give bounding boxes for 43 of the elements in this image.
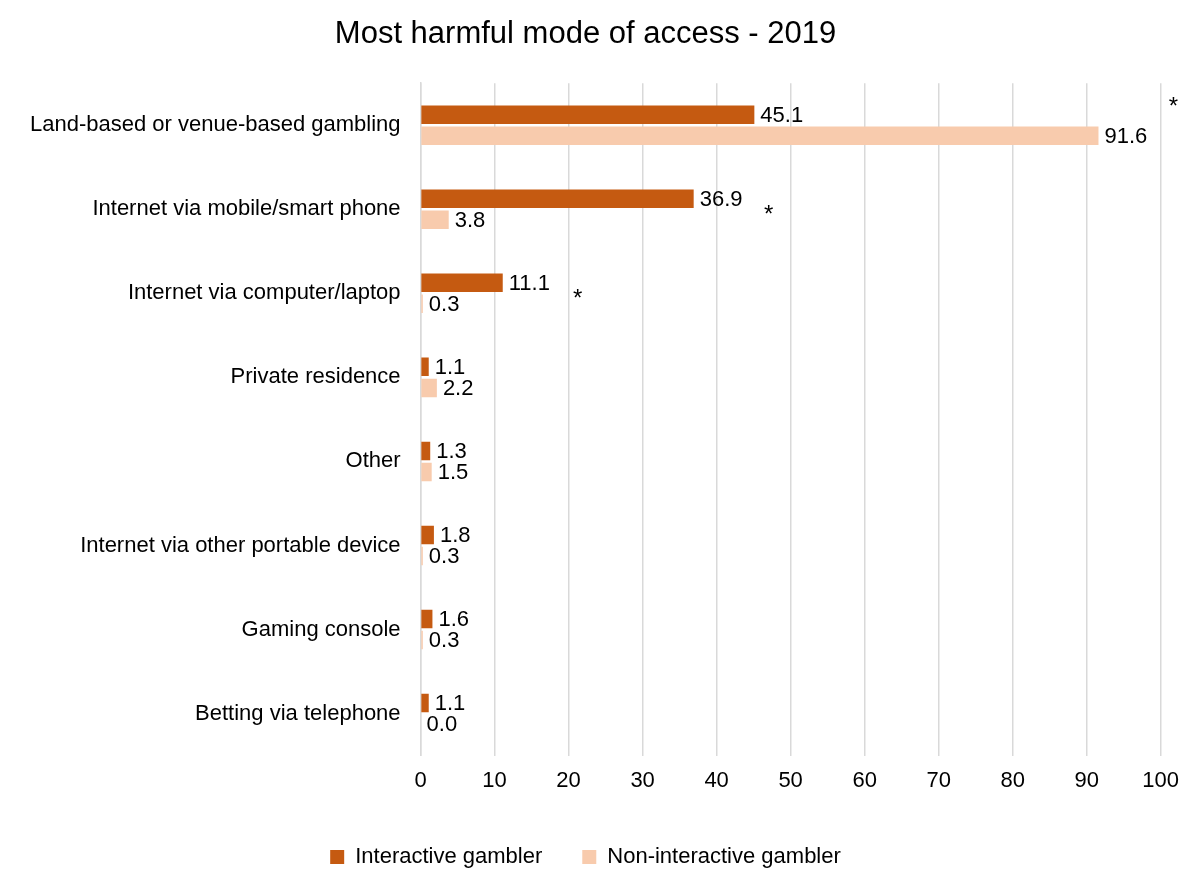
- bar: [421, 357, 429, 377]
- annotation: *: [573, 283, 583, 311]
- y-tick-label: Internet via other portable device: [80, 531, 401, 557]
- bar: [421, 462, 432, 482]
- data-label: 45.1: [760, 101, 804, 127]
- bar: [421, 441, 431, 461]
- annotation: *: [764, 199, 774, 227]
- x-tick-label: 40: [704, 766, 729, 792]
- data-label: 3.8: [454, 206, 486, 232]
- bar: [421, 378, 437, 398]
- legend-label: Non-interactive gambler: [607, 843, 841, 869]
- bar: [421, 273, 503, 293]
- x-tick-label: 70: [926, 766, 951, 792]
- y-tick-label: Internet via mobile/smart phone: [92, 195, 401, 221]
- x-tick-label: 100: [1142, 766, 1180, 792]
- bar: [421, 189, 694, 209]
- x-tick-label: 90: [1074, 766, 1099, 792]
- bar: [421, 609, 433, 629]
- data-label: 11.1: [508, 269, 550, 295]
- data-label: 36.9: [699, 185, 743, 211]
- y-tick-label: Land-based or venue-based gambling: [29, 111, 401, 137]
- bar: [421, 105, 755, 124]
- y-tick-label: Gaming console: [241, 615, 401, 641]
- bar: [421, 525, 434, 545]
- y-tick-label: Other: [345, 447, 401, 473]
- x-tick-label: 60: [852, 766, 877, 792]
- x-tick-label: 50: [778, 766, 803, 792]
- data-label: 0.3: [428, 290, 460, 316]
- x-tick-label: 30: [630, 766, 655, 792]
- x-tick-label: 0: [414, 766, 427, 792]
- x-tick-label: 20: [556, 766, 581, 792]
- legend-label: Interactive gambler: [355, 843, 543, 869]
- chart-title: Most harmful mode of access - 2019: [334, 15, 837, 51]
- bar: [421, 210, 449, 230]
- x-tick-label: 10: [482, 766, 507, 792]
- bar: [421, 126, 1099, 145]
- y-tick-label: Internet via computer/laptop: [127, 279, 401, 305]
- data-label: 91.6: [1104, 122, 1148, 148]
- text: *: [1168, 91, 1179, 119]
- x-tick-label: 80: [1000, 766, 1025, 792]
- y-tick-label: Private residence: [230, 363, 401, 389]
- y-tick-label: Betting via telephone: [195, 699, 401, 725]
- bar: [421, 693, 429, 713]
